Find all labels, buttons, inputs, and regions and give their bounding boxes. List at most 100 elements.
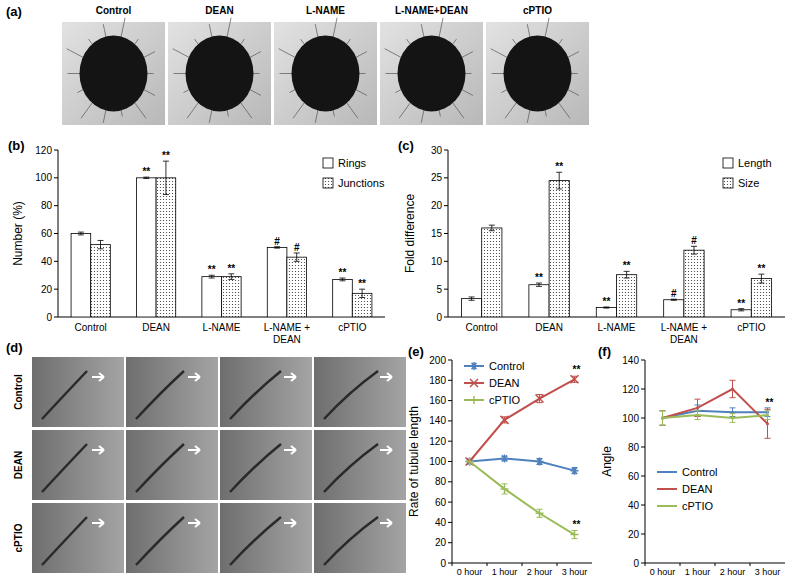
y-tick xyxy=(54,205,58,206)
y-tick xyxy=(641,476,645,477)
x-tick-label: L-NAME xyxy=(203,322,241,333)
x-tick-label: L-NAME +DEAN xyxy=(264,322,311,345)
tubule xyxy=(136,517,184,565)
y-tick-label: 20 xyxy=(431,200,443,211)
y-tick xyxy=(54,150,58,151)
label-line: L-NAME + xyxy=(661,322,708,333)
bar xyxy=(136,178,156,317)
y-tick-label: 60 xyxy=(435,497,447,508)
x-tick-label: 3 hour xyxy=(755,567,781,577)
error-bar xyxy=(624,271,630,278)
label-line: Control xyxy=(75,322,107,333)
label-line: DEAN xyxy=(273,334,301,345)
tubule xyxy=(42,444,87,492)
error-bar xyxy=(143,177,149,178)
micrograph xyxy=(486,22,589,125)
bar xyxy=(287,257,307,317)
legend-label: Junctions xyxy=(338,177,385,189)
y-tick xyxy=(448,542,452,543)
y-axis-label: Number (%) xyxy=(11,201,25,266)
line xyxy=(663,389,768,424)
micrograph xyxy=(220,503,312,573)
y-tick xyxy=(444,205,448,206)
arrow xyxy=(380,373,392,381)
significance: ** xyxy=(623,260,631,271)
label-line: L-NAME + xyxy=(264,322,311,333)
x-tick xyxy=(487,563,488,566)
error-bar xyxy=(98,240,104,248)
legend-label: Control xyxy=(489,360,524,372)
y-tick xyxy=(444,150,448,151)
error-bar xyxy=(695,399,701,416)
marker xyxy=(501,454,509,462)
y-tick-label: 140 xyxy=(622,355,639,366)
significance: ** xyxy=(339,267,347,278)
error-bar xyxy=(228,274,234,280)
point xyxy=(766,422,769,425)
column-label: L-NAME+DEAN xyxy=(395,5,468,16)
arrow xyxy=(284,519,296,527)
x-tick-label: Control xyxy=(75,322,107,333)
line xyxy=(470,379,575,461)
error-bar xyxy=(695,411,701,420)
image-grid xyxy=(32,357,406,573)
arrow xyxy=(284,373,296,381)
error-bar xyxy=(758,274,764,283)
y-tick xyxy=(448,400,452,401)
significance: # xyxy=(671,288,677,299)
tubule xyxy=(230,444,281,492)
y-tick xyxy=(54,233,58,234)
legend-label: DEAN xyxy=(489,377,520,389)
legend-swatch xyxy=(723,178,733,188)
legend-label: cPTIO xyxy=(489,394,521,406)
legend-swatch xyxy=(323,178,333,188)
significance: # xyxy=(294,242,300,253)
y-tick xyxy=(448,420,452,421)
bar xyxy=(751,279,771,317)
tubule xyxy=(42,371,87,419)
error-bar xyxy=(572,468,578,474)
error-bar xyxy=(536,283,542,286)
error-bar xyxy=(489,225,495,231)
y-tick xyxy=(448,461,452,462)
y-tick-label: 80 xyxy=(435,476,447,487)
tubule xyxy=(136,444,184,492)
point xyxy=(731,388,734,391)
error-bar xyxy=(671,299,677,300)
aortic-ring xyxy=(80,36,148,112)
significance: ** xyxy=(766,397,774,408)
y-tick-label: 10 xyxy=(431,256,443,267)
label-line: DEAN xyxy=(142,322,170,333)
aortic-ring xyxy=(186,36,254,112)
legend-label: Size xyxy=(738,177,759,189)
panel-label: (d) xyxy=(6,340,23,355)
y-tick xyxy=(444,233,448,234)
column-label: cPTIO xyxy=(523,5,552,16)
y-tick-label: 30 xyxy=(431,145,443,156)
y-tick-label: 15 xyxy=(431,228,443,239)
tubule xyxy=(230,517,281,565)
x-tick-label: DEAN xyxy=(142,322,170,333)
legend-label: Control xyxy=(682,466,717,478)
tubule xyxy=(324,517,378,565)
micrograph xyxy=(314,357,406,427)
error-bar xyxy=(537,395,543,403)
legend-label: DEAN xyxy=(682,483,713,495)
micrograph xyxy=(220,357,312,427)
arrow xyxy=(380,446,392,454)
error-bar xyxy=(691,246,697,254)
error-bar xyxy=(274,247,280,248)
y-tick xyxy=(448,481,452,482)
bar xyxy=(529,285,549,317)
x-tick-label: cPTIO xyxy=(338,322,367,333)
arrow xyxy=(92,446,104,454)
y-tick xyxy=(448,522,452,523)
line xyxy=(663,415,768,418)
point xyxy=(766,414,769,417)
bar xyxy=(91,245,111,317)
y-tick-label: 0 xyxy=(633,558,639,569)
y-axis-label: Angle xyxy=(600,446,614,477)
y-tick xyxy=(448,360,452,361)
y-tick-label: 100 xyxy=(622,413,639,424)
marker xyxy=(536,509,544,517)
